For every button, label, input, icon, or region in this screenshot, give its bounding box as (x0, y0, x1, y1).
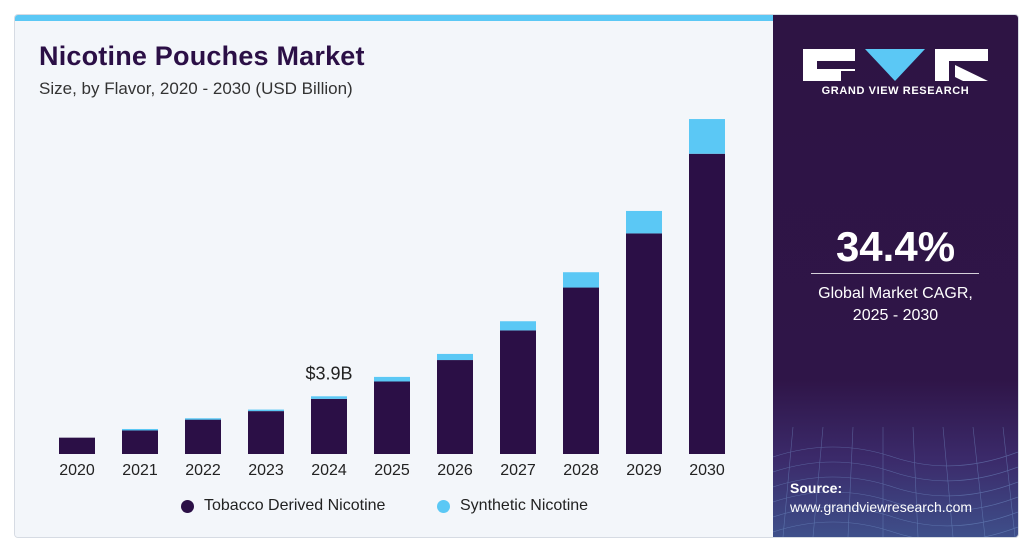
bar-tobacco-2026 (437, 360, 473, 454)
bar-tobacco-2020 (59, 437, 95, 454)
wave-mesh-decoration (773, 427, 1018, 537)
brand-name: GRAND VIEW RESEARCH (821, 85, 970, 97)
cagr-divider (811, 273, 979, 274)
x-tick-label: 2026 (437, 462, 473, 479)
x-tick-label: 2029 (626, 462, 662, 479)
data-label-annotation: $3.9B (305, 363, 352, 383)
x-tick-label: 2028 (563, 462, 599, 479)
bar-synthetic-2029 (626, 210, 662, 234)
bar-tobacco-2022 (185, 419, 221, 454)
grand-view-research-logo-icon (803, 49, 988, 81)
x-tick-label: 2025 (374, 462, 410, 479)
bar-chart: 2020 2021 2022 2023 2024 2025 2026 2027 2028 2029… (59, 119, 725, 479)
bar-synthetic-2026 (437, 353, 473, 361)
bar-synthetic-2028 (563, 272, 599, 288)
legend-label-synthetic: Synthetic Nicotine (460, 497, 589, 514)
legend-label-tobacco: Tobacco Derived Nicotine (204, 497, 386, 514)
bar-synthetic-2024 (311, 396, 347, 399)
bar-synthetic-2021 (122, 428, 158, 431)
bar-synthetic-2030 (689, 119, 725, 154)
x-tick-label: 2022 (185, 462, 221, 479)
legend-item-tobacco: Tobacco Derived Nicotine (181, 497, 385, 515)
bar-tobacco-2021 (122, 429, 158, 454)
x-tick-label: 2024 (311, 462, 347, 479)
bar-synthetic-2027 (500, 321, 536, 331)
source-url: www.grandviewresearch.com (790, 499, 973, 515)
x-tick-label: 2020 (59, 462, 95, 479)
legend-item-synthetic: Synthetic Nicotine (437, 497, 588, 515)
bar-tobacco-2025 (374, 381, 410, 454)
bar-synthetic-2023 (248, 409, 284, 412)
stats-panel: GRAND VIEW RESEARCH 34.4% Global Market … (773, 15, 1018, 537)
x-tick-label: 2023 (248, 462, 284, 479)
bar-synthetic-2022 (185, 418, 221, 420)
bar-synthetic-2025 (374, 376, 410, 382)
cagr-label: Global Market CAGR, 2025 - 2030 (818, 285, 973, 324)
bar-tobacco-2030 (689, 153, 725, 454)
infographic-card: Nicotine Pouches Market Size, by Flavor,… (14, 14, 1019, 538)
x-tick-label: 2021 (122, 462, 158, 479)
source-label: Source: (790, 480, 843, 496)
bar-tobacco-2023 (248, 411, 284, 454)
bar-tobacco-2028 (563, 287, 599, 454)
x-tick-label: 2030 (689, 462, 725, 479)
chart-subtitle: Size, by Flavor, 2020 - 2030 (USD Billio… (39, 79, 353, 98)
x-tick-label: 2027 (500, 462, 536, 479)
bar-tobacco-2024 (311, 398, 347, 454)
chart-title: Nicotine Pouches Market (39, 41, 365, 71)
cagr-value: 34.4% (835, 223, 956, 270)
legend-swatch-tobacco (181, 499, 194, 513)
legend-swatch-synthetic (437, 499, 450, 513)
bar-tobacco-2029 (626, 233, 662, 454)
accent-bar (15, 15, 773, 21)
bar-tobacco-2027 (500, 330, 536, 454)
